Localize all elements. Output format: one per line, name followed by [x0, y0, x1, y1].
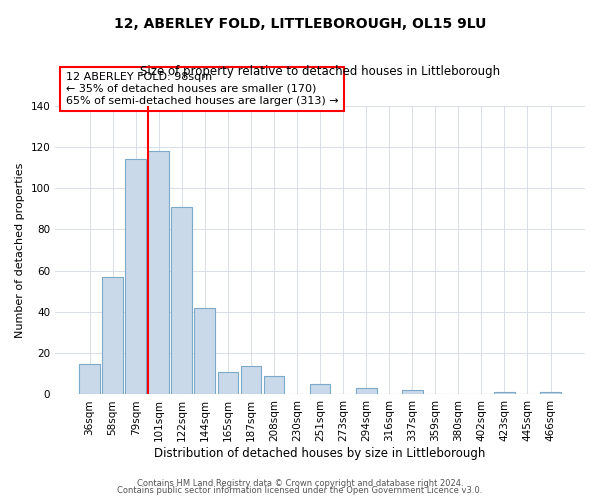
- Bar: [356, 388, 377, 394]
- Bar: [402, 390, 422, 394]
- Bar: [79, 364, 100, 394]
- Bar: [148, 151, 169, 394]
- Bar: [172, 206, 192, 394]
- Bar: [241, 366, 262, 394]
- Bar: [494, 392, 515, 394]
- Text: Contains public sector information licensed under the Open Government Licence v3: Contains public sector information licen…: [118, 486, 482, 495]
- Text: Contains HM Land Registry data © Crown copyright and database right 2024.: Contains HM Land Registry data © Crown c…: [137, 478, 463, 488]
- Bar: [218, 372, 238, 394]
- Text: 12 ABERLEY FOLD: 98sqm
← 35% of detached houses are smaller (170)
65% of semi-de: 12 ABERLEY FOLD: 98sqm ← 35% of detached…: [66, 72, 338, 106]
- Bar: [263, 376, 284, 394]
- Y-axis label: Number of detached properties: Number of detached properties: [15, 162, 25, 338]
- Bar: [102, 277, 123, 394]
- Title: Size of property relative to detached houses in Littleborough: Size of property relative to detached ho…: [140, 65, 500, 78]
- Bar: [540, 392, 561, 394]
- Bar: [310, 384, 331, 394]
- Text: 12, ABERLEY FOLD, LITTLEBOROUGH, OL15 9LU: 12, ABERLEY FOLD, LITTLEBOROUGH, OL15 9L…: [114, 18, 486, 32]
- X-axis label: Distribution of detached houses by size in Littleborough: Distribution of detached houses by size …: [154, 447, 486, 460]
- Bar: [194, 308, 215, 394]
- Bar: [125, 159, 146, 394]
